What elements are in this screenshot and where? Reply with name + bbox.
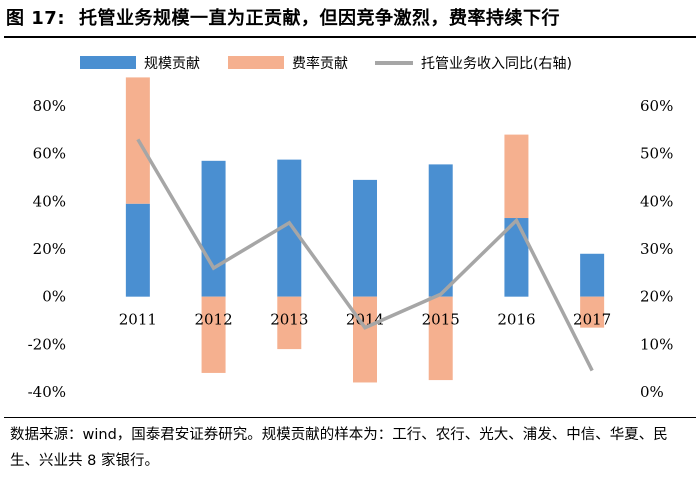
figure-title: 图 17: 托管业务规模一直为正贡献，但因竞争激烈，费率持续下行 (6, 4, 560, 30)
chart: 规模贡献 费率贡献 托管业务收入同比(右轴) -40% -20% 0% 20% 40% 60%… (28, 55, 674, 401)
fee-contribution-bar (504, 134, 529, 219)
x-axis-category-label: 2013 (270, 311, 308, 329)
left-axis-tick-label: 40% (33, 192, 66, 210)
right-axis-tick-label: 20% (640, 288, 673, 306)
fee-contribution-bar (428, 296, 453, 381)
left-axis-tick-label: 20% (33, 240, 66, 258)
right-axis-tick-label: 10% (640, 335, 673, 353)
figure-title-text: 托管业务规模一直为正贡献，但因竞争激烈，费率持续下行 (79, 8, 561, 29)
scale-contribution-bar (353, 179, 377, 297)
right-axis-tick-label: 0% (640, 383, 664, 401)
fee-contribution-bar (277, 296, 302, 350)
right-axis-tick-label: 60% (640, 97, 673, 115)
right-axis-tick-label: 50% (640, 145, 673, 163)
fee-contribution-bar (353, 296, 377, 383)
legend-swatch (80, 56, 136, 69)
title-rule (4, 36, 696, 38)
source-rule (4, 417, 696, 418)
right-axis-tick-label: 40% (640, 192, 673, 210)
left-axis-tick-label: -20% (28, 335, 66, 353)
scale-contribution-bar (125, 203, 150, 297)
legend-label: 费率贡献 (292, 55, 348, 72)
left-axis-tick-label: 0% (42, 288, 66, 306)
x-axis-category-label: 2016 (497, 311, 535, 329)
legend: 规模贡献 费率贡献 托管业务收入同比(右轴) (80, 55, 572, 72)
x-axis-labels: 2011 2012 2013 2014 2015 2016 2017 (119, 311, 611, 329)
left-axis-tick-label: 80% (33, 97, 66, 115)
x-axis-category-label: 2011 (119, 311, 157, 329)
scale-contribution-bar (201, 160, 226, 297)
right-axis: 0% 10% 20% 30% 40% 50% 60% (640, 97, 673, 401)
x-axis-category-label: 2015 (422, 311, 460, 329)
left-axis: -40% -20% 0% 20% 40% 60% 80% (28, 97, 66, 401)
fee-contribution-bar (201, 296, 226, 373)
legend-label: 规模贡献 (144, 56, 200, 72)
fee-contribution-bar (580, 296, 605, 328)
x-axis-category-label: 2012 (194, 311, 232, 329)
scale-contribution-bar (504, 218, 529, 297)
line-series (136, 138, 594, 372)
left-axis-tick-label: 60% (33, 145, 66, 163)
x-axis-category-label: 2017 (573, 311, 611, 329)
bars (125, 77, 605, 383)
source-note: 数据来源：wind，国泰君安证券研究。规模贡献的样本为：工行、农行、光大、浦发、… (10, 427, 668, 469)
legend-label: 托管业务收入同比(右轴) (421, 56, 572, 72)
right-axis-tick-label: 30% (640, 240, 673, 258)
scale-contribution-bar (580, 253, 605, 297)
scale-contribution-bar (428, 164, 453, 297)
left-axis-tick-label: -40% (28, 383, 66, 401)
figure-label: 图 17: (6, 8, 66, 29)
legend-swatch (228, 56, 284, 69)
